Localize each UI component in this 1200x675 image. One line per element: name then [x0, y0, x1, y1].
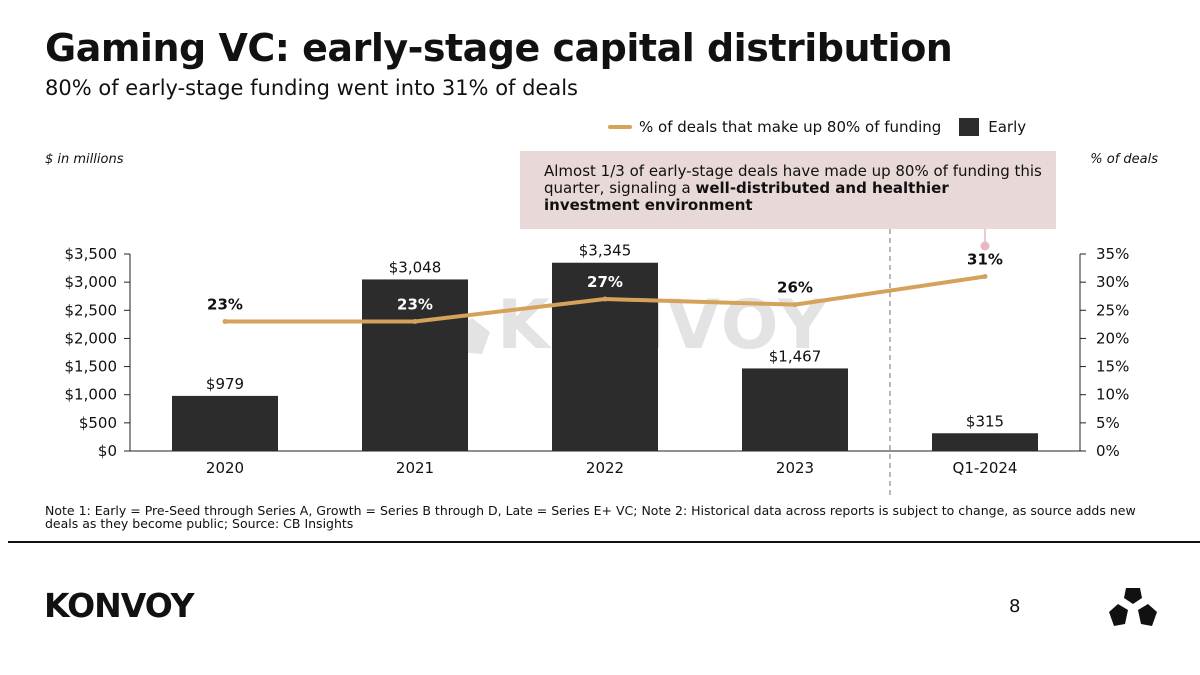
konvoy-mark-icon: [1109, 588, 1157, 626]
x-axis-category-label: 2021: [396, 459, 434, 477]
right-axis-tick-label: 15%: [1096, 358, 1129, 376]
line-value-label: 31%: [967, 251, 1003, 269]
x-axis-category-label: 2023: [776, 459, 814, 477]
page-title: Gaming VC: early-stage capital distribut…: [45, 26, 953, 70]
page-subtitle: 80% of early-stage funding went into 31%…: [45, 76, 578, 100]
left-axis-tick-label: $2,000: [65, 329, 118, 347]
chart-legend: % of deals that make up 80% of funding E…: [608, 117, 1026, 137]
chart-canvas: KONVOY$0$500$1,000$1,500$2,000$2,500$3,0…: [65, 229, 1129, 496]
bar-value-label: $979: [206, 375, 244, 393]
legend-line-swatch: [608, 125, 632, 129]
x-axis-category-label: 2022: [586, 459, 624, 477]
page-number: 8: [1009, 596, 1021, 617]
left-axis-tick-label: $2,500: [65, 301, 118, 319]
right-axis-tick-label: 35%: [1096, 245, 1129, 263]
bar-early: [362, 279, 468, 451]
line-value-label: 23%: [207, 296, 243, 314]
line-point: [982, 274, 988, 280]
callout-connector-dot: [980, 241, 990, 251]
line-value-label: 23%: [397, 296, 433, 314]
left-axis-tick-label: $1,500: [65, 358, 118, 376]
bar-early: [172, 395, 278, 451]
right-axis-tick-label: 25%: [1096, 301, 1129, 319]
legend-bar-label: Early: [988, 118, 1027, 136]
bar-value-label: $3,345: [579, 242, 632, 260]
bar-value-label: $315: [966, 412, 1004, 430]
bar-early: [742, 368, 848, 451]
left-axis-tick-label: $3,000: [65, 273, 118, 291]
right-axis-tick-label: 30%: [1096, 273, 1129, 291]
callout-bold-text: well-distributed and healthier investmen…: [544, 179, 949, 214]
line-point: [602, 296, 608, 302]
footnote: Note 1: Early = Pre-Seed through Series …: [45, 503, 1136, 531]
line-value-label: 26%: [777, 279, 813, 297]
bar-value-label: $3,048: [389, 258, 442, 276]
legend-bar-swatch: [959, 118, 980, 136]
left-axis-tick-label: $0: [98, 442, 117, 460]
right-axis-tick-label: 10%: [1096, 386, 1129, 404]
left-axis-tick-label: $500: [79, 414, 117, 432]
footer-divider: [8, 541, 1200, 543]
x-axis-category-label: 2020: [206, 459, 244, 477]
bar-early: [552, 262, 658, 451]
left-axis-unit: $ in millions: [45, 152, 124, 167]
callout-text: Almost 1/3 of early-stage deals have mad…: [544, 162, 1042, 197]
line-point: [222, 319, 228, 325]
left-axis-tick-label: $3,500: [65, 245, 118, 263]
callout-box: Almost 1/3 of early-stage deals have mad…: [520, 151, 1056, 229]
right-axis-tick-label: 0%: [1096, 442, 1120, 460]
right-axis-tick-label: 20%: [1096, 329, 1129, 347]
x-axis-category-label: Q1-2024: [953, 459, 1018, 477]
line-point: [792, 302, 798, 308]
bar-value-label: $1,467: [769, 347, 822, 365]
konvoy-logo: KONVOY: [44, 586, 194, 625]
bar-early: [932, 433, 1038, 451]
line-value-label: 27%: [587, 273, 623, 291]
line-point: [412, 319, 418, 325]
legend-line-label: % of deals that make up 80% of funding: [639, 118, 942, 136]
right-axis-tick-label: 5%: [1096, 414, 1120, 432]
left-axis-tick-label: $1,000: [65, 386, 118, 404]
right-axis-unit: % of deals: [1090, 152, 1158, 167]
